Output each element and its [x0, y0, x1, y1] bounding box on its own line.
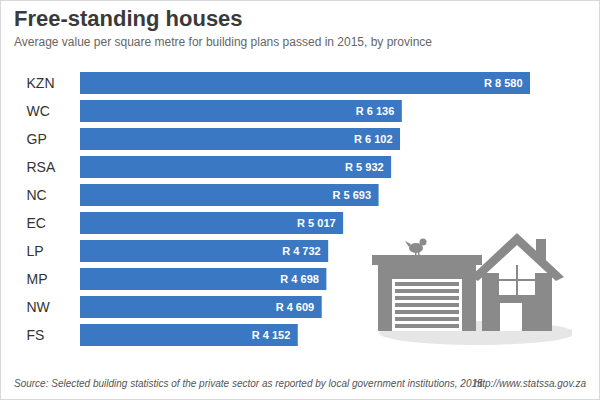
- svg-text:R 5 017: R 5 017: [297, 217, 336, 229]
- svg-text:R 8 580: R 8 580: [484, 77, 523, 89]
- svg-text:LP: LP: [27, 243, 44, 259]
- svg-text:R 4 609: R 4 609: [276, 301, 315, 313]
- svg-text:KZN: KZN: [27, 75, 55, 91]
- svg-text:R 4 698: R 4 698: [280, 273, 319, 285]
- svg-text:R 5 932: R 5 932: [345, 161, 384, 173]
- html-text:Free-standing houses: Free-standing houses: [14, 6, 243, 31]
- svg-text:GP: GP: [27, 131, 47, 147]
- svg-text:NW: NW: [27, 299, 51, 315]
- svg-text:R 4 732: R 4 732: [282, 245, 321, 257]
- svg-text:EC: EC: [27, 215, 46, 231]
- svg-text:WC: WC: [27, 103, 50, 119]
- html-text:Source: Selected building stat: Source: Selected building statistics of …: [14, 378, 483, 389]
- svg-text:R 6 136: R 6 136: [356, 105, 395, 117]
- svg-text:MP: MP: [27, 271, 48, 287]
- svg-text:FS: FS: [27, 327, 45, 343]
- svg-text:R 5 693: R 5 693: [333, 189, 372, 201]
- html-text:Average value per square metre: Average value per square metre for build…: [14, 35, 432, 49]
- svg-text:R 4 152: R 4 152: [252, 329, 291, 341]
- svg-text:R 6 102: R 6 102: [354, 133, 393, 145]
- html-text:http://www.statssa.gov.za: http://www.statssa.gov.za: [473, 378, 586, 389]
- svg-text:RSA: RSA: [27, 159, 56, 175]
- svg-text:NC: NC: [27, 187, 47, 203]
